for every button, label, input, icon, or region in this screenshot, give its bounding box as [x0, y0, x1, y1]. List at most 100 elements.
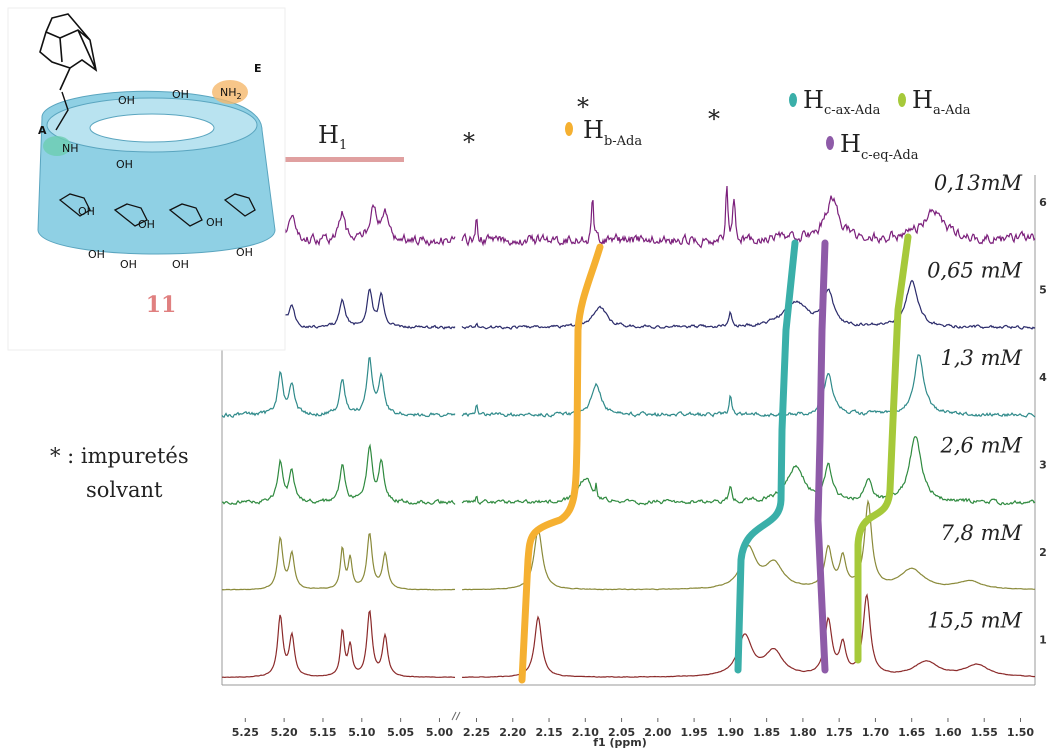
guide-hceq: [814, 239, 829, 674]
h: H: [840, 130, 861, 158]
x-tick-label: 2.15: [535, 726, 562, 739]
guide-hb: [518, 243, 604, 684]
guide-ha: [854, 233, 912, 664]
site-e: [212, 80, 248, 104]
x-tick-label: 1.75: [826, 726, 853, 739]
oh: OH: [206, 216, 223, 229]
break-mark: [451, 711, 457, 721]
x-tick-label: 1.60: [934, 726, 961, 739]
oh: OH: [236, 246, 253, 259]
h: H: [912, 86, 933, 114]
label-nh2: NH2: [220, 86, 242, 101]
h1-label: H1: [318, 121, 347, 153]
trace-index: 3: [1039, 459, 1047, 472]
trace-index: 2: [1039, 546, 1047, 559]
hcax-dot: [789, 93, 797, 107]
spectrum-trace: [221, 185, 1036, 249]
x-tick-label: 5.20: [271, 726, 298, 739]
x-tick-label: 2.05: [608, 726, 635, 739]
x-tick-label: 1.55: [971, 726, 998, 739]
h: H: [318, 121, 339, 149]
x-tick-label: 2.25: [463, 726, 490, 739]
legend-solvent: solvant: [86, 478, 163, 502]
h: H: [583, 116, 604, 144]
sub: c-eq-Ada: [861, 148, 919, 163]
concentration-label: 1,3 mM: [941, 346, 1023, 370]
ha-label: Ha-Ada: [912, 86, 971, 118]
hb-label: Hb-Ada: [583, 116, 642, 149]
hb-dot: [565, 122, 573, 136]
sub: 1: [339, 138, 347, 153]
oh: OH: [120, 258, 137, 271]
h: H: [803, 86, 824, 114]
adamantane: [39, 13, 98, 91]
glucose-units: [58, 193, 256, 227]
trace-index: 5: [1039, 284, 1047, 297]
oh: OH: [118, 94, 135, 107]
cavity: [89, 113, 215, 143]
guide-lines: [518, 233, 912, 684]
x-tick-label: 2.00: [644, 726, 671, 739]
concentration-label: 0,13mM: [934, 171, 1023, 195]
oh: OH: [88, 248, 105, 261]
label-e: E: [254, 62, 262, 75]
compound-number: 11: [146, 292, 177, 318]
ha-dot: [898, 93, 906, 107]
site-a: [43, 136, 71, 156]
x-tick-label: 1.90: [717, 726, 744, 739]
spectrum-trace: [221, 499, 1036, 591]
x-axis-label: f1 (ppm): [593, 736, 647, 749]
x-tick-label: 2.10: [572, 726, 599, 739]
molecule-inset: A E NH NH2 OH OH OH OH OH OH OH OH OH OH…: [7, 7, 286, 351]
spectrum-trace: [221, 436, 1036, 506]
concentration-label: 0,65 mM: [927, 259, 1022, 283]
h1-bar: [272, 157, 404, 162]
hceq-dot: [826, 136, 834, 150]
trace-index: 6: [1039, 196, 1047, 209]
concentration-label: 2,6 mM: [940, 434, 1023, 458]
x-tick-label: 1.65: [898, 726, 925, 739]
oh: OH: [78, 205, 95, 218]
x-tick-label: 5.25: [232, 726, 259, 739]
star: *: [577, 93, 589, 121]
spectrum-trace: [221, 593, 1036, 679]
break-mark: [455, 711, 461, 721]
sub: b-Ada: [604, 134, 642, 149]
sub: a-Ada: [933, 103, 971, 118]
oh: OH: [172, 258, 189, 271]
sub: c-ax-Ada: [824, 103, 881, 118]
label-nh: NH: [62, 142, 79, 155]
x-tick-label: 5.00: [426, 726, 453, 739]
x-tick-label: 1.95: [681, 726, 708, 739]
x-tick-label: 1.80: [789, 726, 816, 739]
oh: OH: [116, 158, 133, 171]
concentration-label: 7,8 mM: [941, 521, 1023, 545]
x-tick-label: 1.50: [1007, 726, 1034, 739]
x-tick-label: 1.85: [753, 726, 780, 739]
x-tick-label: 2.20: [499, 726, 526, 739]
label-a: A: [38, 124, 47, 137]
hceq-label: Hc-eq-Ada: [840, 130, 919, 163]
linker: [55, 91, 69, 131]
axis-break: [451, 711, 461, 721]
guide-hcax: [734, 239, 799, 674]
x-tick-label: 1.70: [862, 726, 889, 739]
nh: NH: [220, 86, 237, 99]
x-tick-label: 5.15: [309, 726, 336, 739]
x-tick-label: 5.10: [348, 726, 375, 739]
legend-impurities: * : impuretés: [50, 444, 189, 468]
concentration-label: 15,5 mM: [927, 609, 1022, 633]
oh: OH: [172, 88, 189, 101]
hcax-label: Hc-ax-Ada: [803, 86, 881, 118]
spectrum-trace: [221, 279, 1036, 330]
star: *: [463, 128, 475, 156]
spectrum-trace: [221, 354, 1036, 419]
star: *: [708, 105, 720, 133]
trace-index: 1: [1039, 634, 1047, 647]
trace-index: 4: [1039, 371, 1047, 384]
oh: OH: [138, 218, 155, 231]
plot-frame: [221, 175, 1036, 686]
x-tick-label: 5.05: [387, 726, 414, 739]
sub: 2: [237, 92, 242, 101]
